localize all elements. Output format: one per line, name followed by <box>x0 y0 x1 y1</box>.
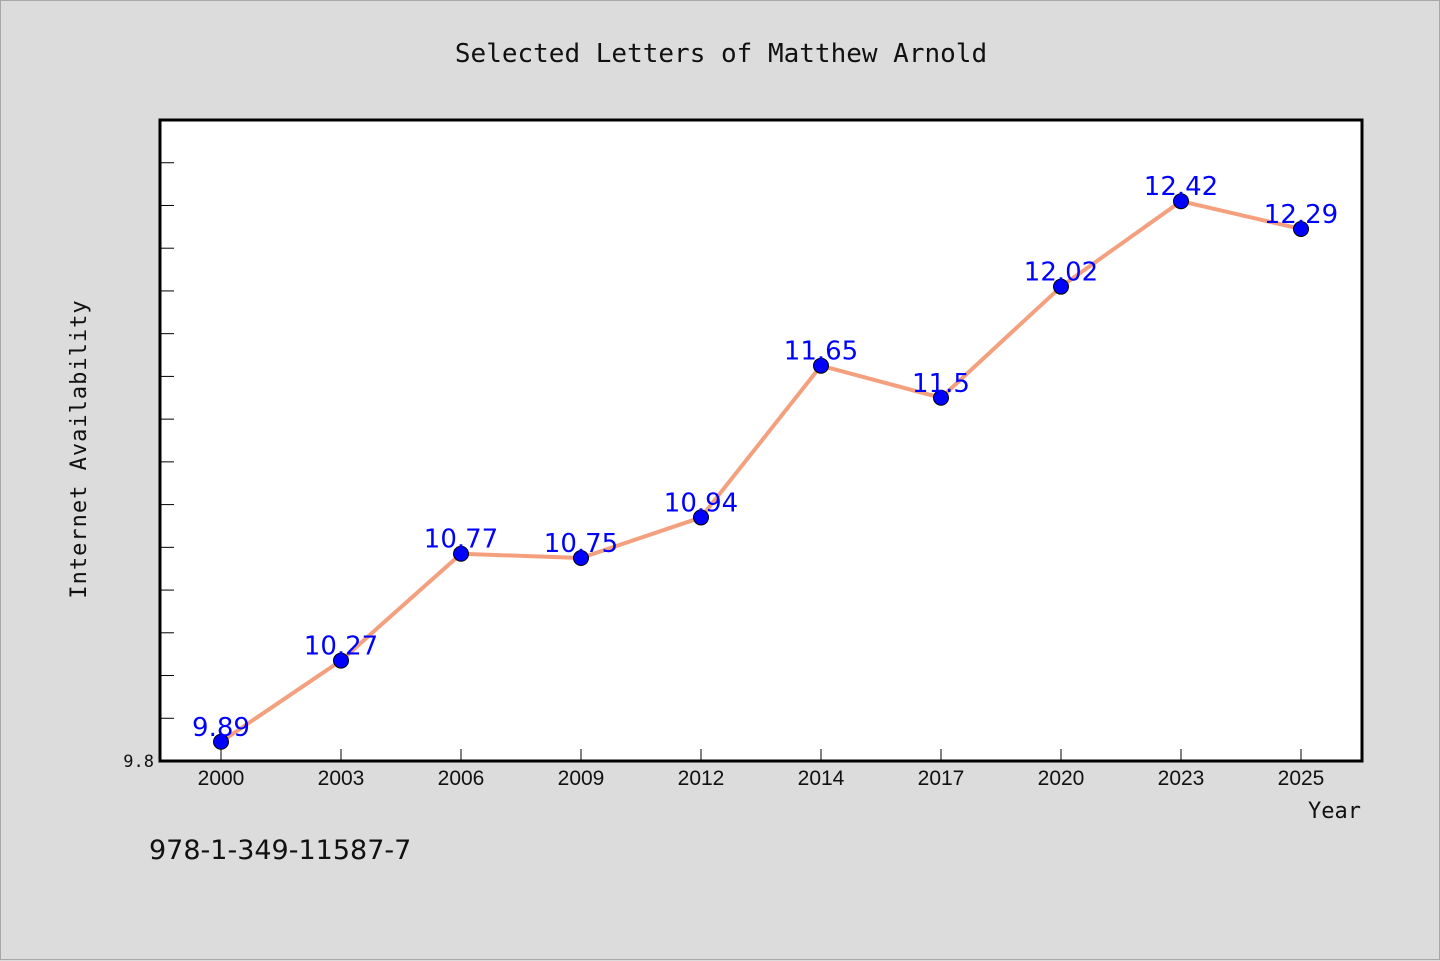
x-tick-label: 2003 <box>318 767 365 790</box>
data-point <box>1053 278 1069 295</box>
x-tick-label: 2020 <box>1038 767 1085 790</box>
data-point <box>933 389 949 406</box>
data-label: 11.5 <box>912 369 970 399</box>
x-tick-label: 2025 <box>1278 767 1325 790</box>
data-label: 12.29 <box>1264 200 1338 230</box>
x-tick-label: 2006 <box>438 767 485 790</box>
data-point <box>693 509 709 526</box>
x-axis-label: Year <box>1308 799 1361 824</box>
y-axis-ticks <box>160 162 174 719</box>
data-label: 12.02 <box>1024 258 1098 288</box>
data-label: 10.94 <box>664 488 738 518</box>
x-tick-label: 2014 <box>798 767 845 790</box>
data-label: 11.65 <box>784 337 858 367</box>
x-tick-label: 2023 <box>1158 767 1205 790</box>
data-labels: 9.89 10.27 10.77 10.75 10.94 11.65 11.5 12.02 12… <box>192 172 1338 743</box>
x-tick-label: 2012 <box>678 767 725 790</box>
data-point <box>333 652 349 669</box>
data-label: 10.77 <box>424 525 498 555</box>
data-point <box>1293 220 1309 237</box>
data-label: 10.75 <box>544 529 618 559</box>
x-tick-label: 2009 <box>558 767 605 790</box>
data-label: 9.89 <box>192 713 250 743</box>
chart-title: Selected Letters of Matthew Arnold <box>455 39 987 69</box>
x-axis-ticks: 2000 2003 2006 2009 2012 2014 2017 2020 2023 2025 <box>198 749 1325 790</box>
x-tick-label: 2017 <box>918 767 965 790</box>
data-point <box>213 733 229 750</box>
data-point <box>453 545 469 562</box>
series-line <box>219 199 1303 744</box>
footer-code: 978-1-349-11587-7 <box>149 835 412 866</box>
data-point <box>813 357 829 374</box>
data-label: 12.42 <box>1144 172 1218 202</box>
y-tick-label-min: 9.8 <box>123 752 154 772</box>
data-label: 10.27 <box>304 632 378 662</box>
data-point <box>573 550 589 567</box>
x-tick-label: 2000 <box>198 767 245 790</box>
y-axis-label: Internet Availability <box>67 299 92 598</box>
data-markers <box>213 193 1309 750</box>
data-point <box>1173 193 1189 210</box>
